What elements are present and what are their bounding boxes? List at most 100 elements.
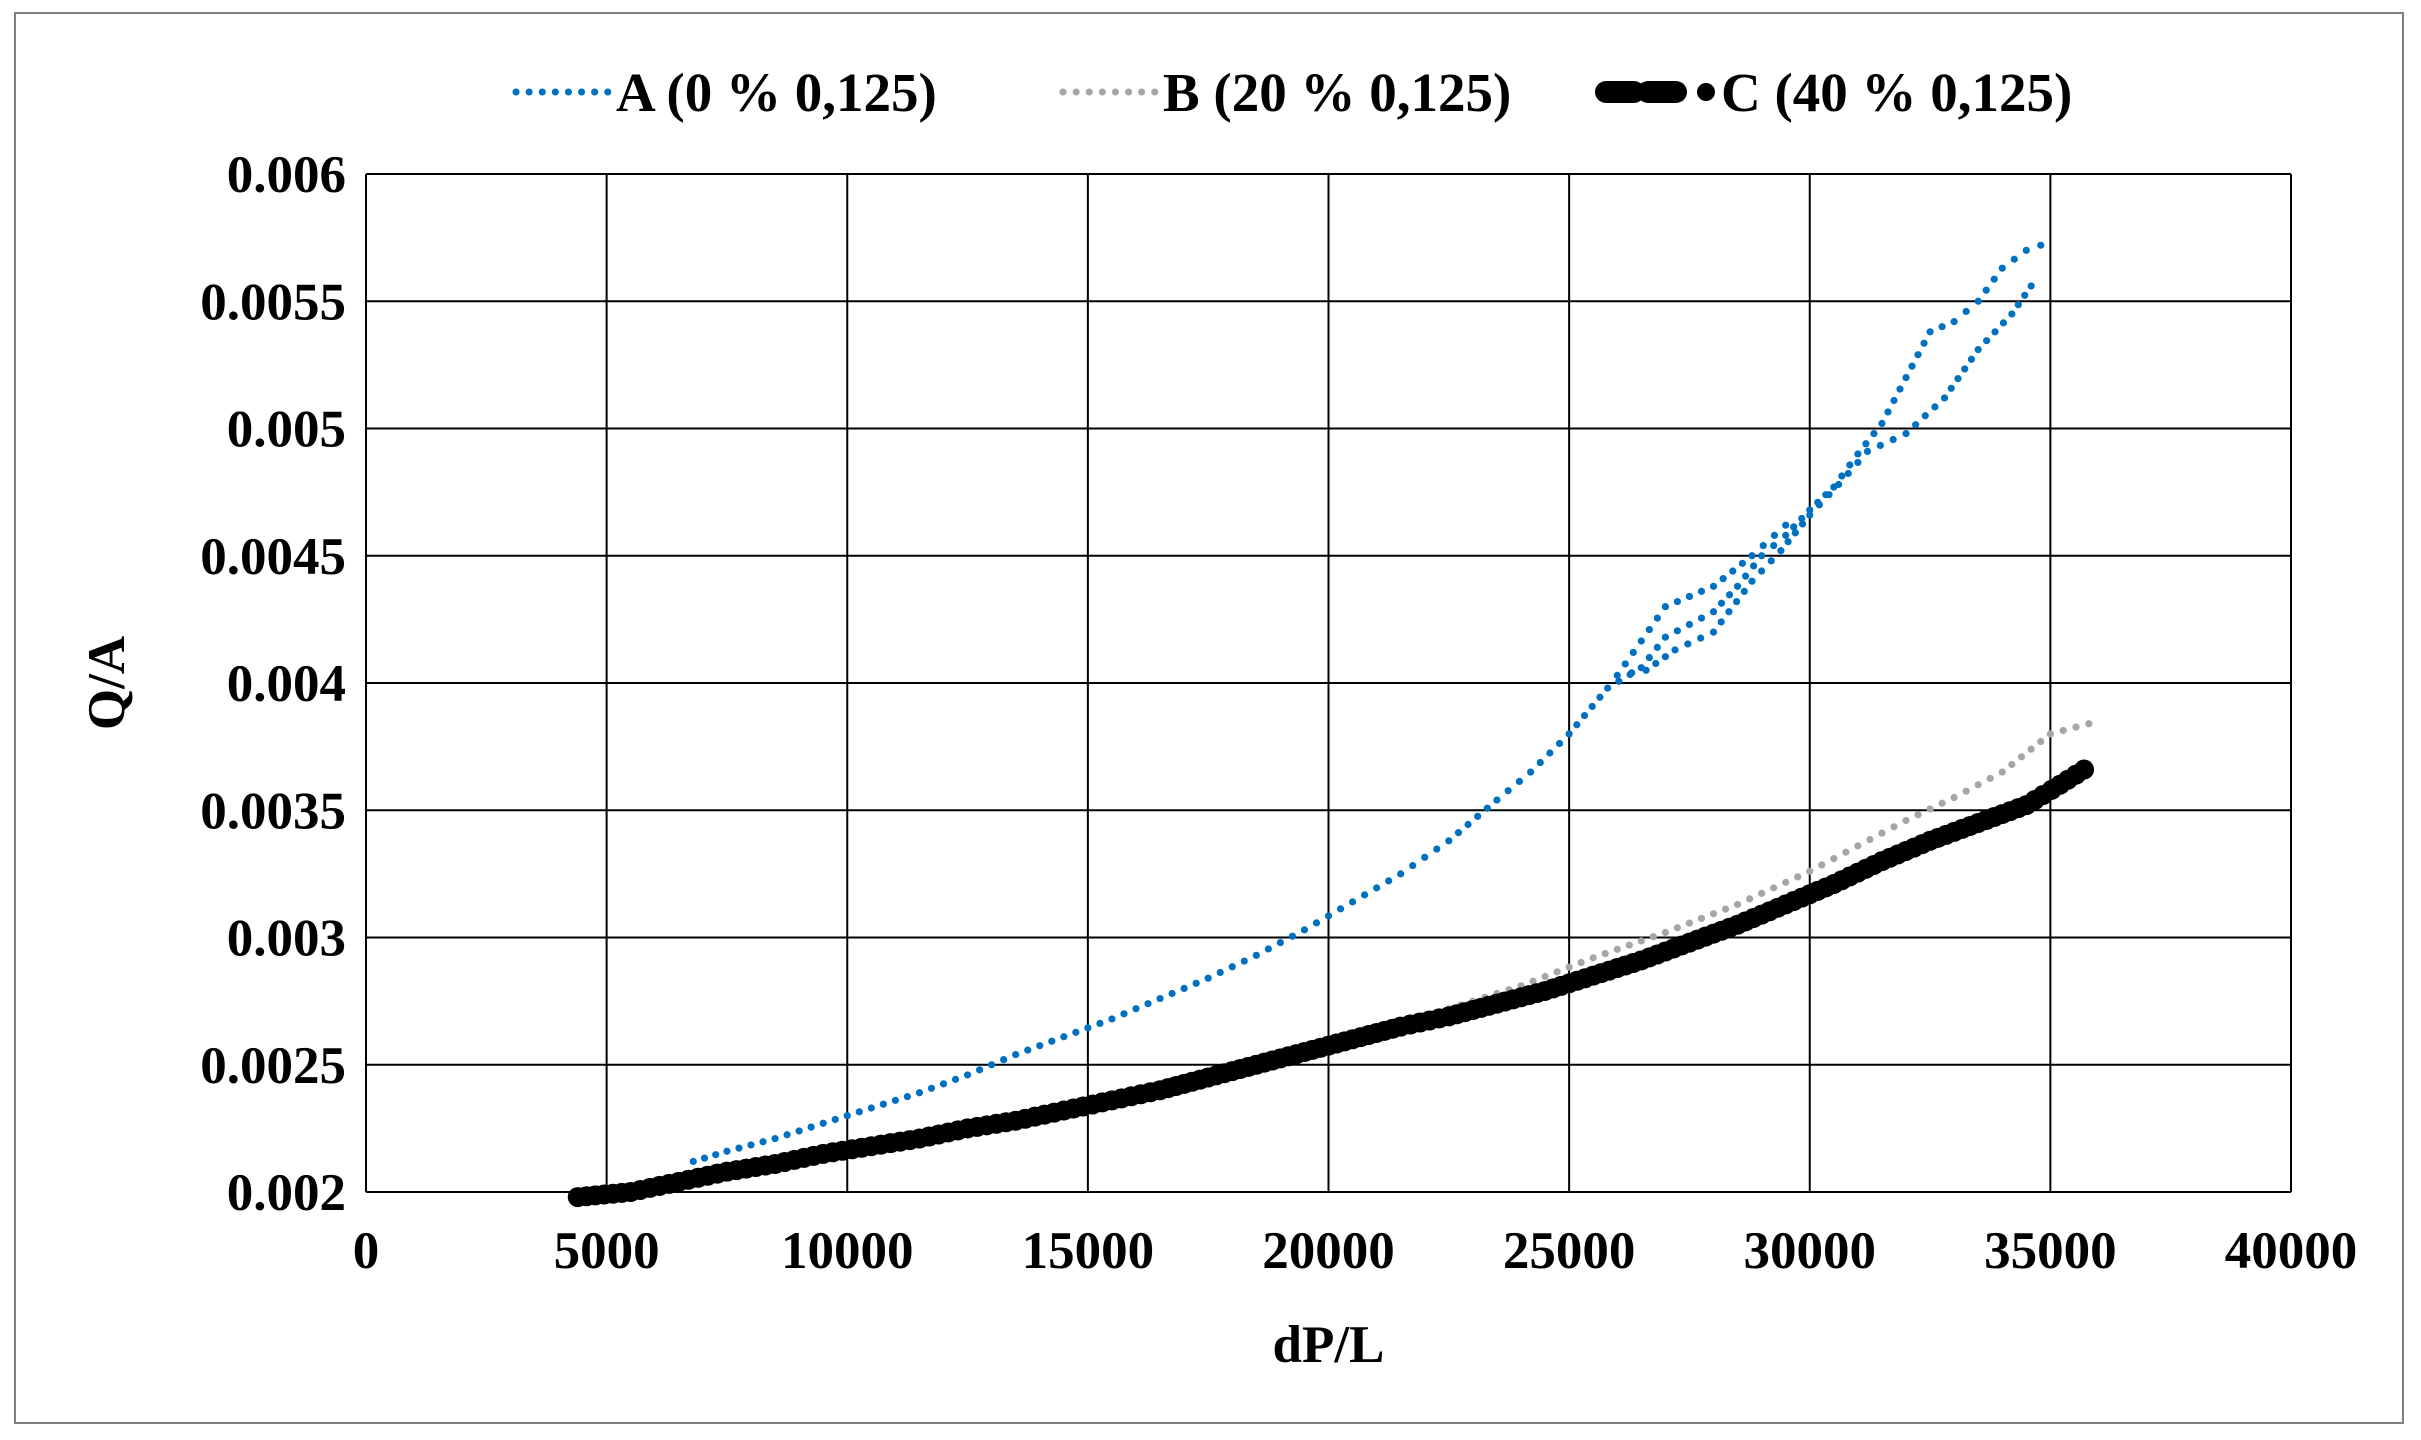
data-point [1645,625,1653,634]
data-point [1671,646,1679,654]
data-point [1024,1046,1032,1054]
data-point [1709,608,1718,616]
grid-lines [365,173,2292,1193]
data-point [1454,829,1463,837]
data-point [747,1141,755,1149]
data-point [1445,837,1453,845]
data-point [1709,628,1718,636]
data-point [700,1154,709,1162]
data-point [1721,905,1730,913]
data-point [1565,730,1573,738]
data-point [1974,346,1982,354]
data-point [1697,634,1705,642]
data-point [1870,429,1878,438]
data-point [1144,1000,1152,1008]
data-point [1613,945,1621,953]
data-point [2059,726,2067,735]
data-point [1767,557,1775,565]
data-point [1902,374,1910,382]
data-point [1962,787,1970,795]
data-point [723,1147,731,1155]
data-point [1876,441,1884,450]
data-point [891,1096,899,1104]
data-point [1983,337,1991,345]
data-point [1931,403,1939,411]
data-point [1673,627,1682,635]
data-point [2037,737,2045,746]
data-point [1474,812,1482,820]
data-point [1684,640,1692,648]
data-point [795,1127,803,1135]
x-tick-label: 15000 [1022,1222,1155,1280]
data-point [1204,974,1212,982]
data-point [1806,511,1814,519]
data-point [1878,829,1886,837]
data-point [831,1115,839,1124]
data-point [1504,787,1512,795]
legend-item-2: C (40 % 0,125) [1595,62,2072,123]
data-point [1947,384,1955,392]
data-point [1798,514,1806,523]
data-point [1912,421,1920,429]
data-point [867,1104,875,1112]
data-point [1961,365,1969,373]
data-point [1954,375,1962,383]
legend-item-1: B (20 % 0,125) [1059,62,1511,123]
data-point [1758,889,1766,897]
data-point [951,1075,960,1083]
data-point [1527,768,1535,776]
data-point [1649,933,1657,941]
series-1-main [578,720,2093,1201]
data-point [1596,693,1604,701]
data-point [1890,396,1898,405]
data-point [1601,950,1609,958]
data-point [879,1100,887,1108]
data-point [1725,591,1734,599]
data-point [1536,758,1544,767]
data-point [1990,275,1998,283]
data-point [1926,805,1934,813]
data-point [1360,891,1369,899]
data-point [1120,1010,1128,1018]
data-point [1604,684,1612,692]
data-point [1717,599,1726,607]
data-point [1998,264,2006,272]
data-point [1940,394,1949,402]
data-point [1950,793,1958,802]
data-point [1060,1033,1068,1041]
data-point [1336,905,1345,913]
data-point [1709,582,1718,590]
data-point [2085,720,2093,728]
data-point [1625,941,1633,949]
data-point [1546,749,1554,757]
data-point [1661,653,1669,661]
data-point [1974,781,1982,789]
scatter-chart: 0.002 0.0025 0.003 0.0035 0.004 0.0045 0.005 0.… [78,62,2358,1374]
data-point [1409,862,1417,870]
data-point [1645,653,1653,662]
series-0-return [1613,282,2035,679]
data-point [1999,319,2008,327]
data-point [1818,861,1826,869]
data-point [1464,820,1472,829]
data-point [1889,435,1897,444]
data-point [1529,977,1537,985]
data-point [1790,523,1798,531]
x-tick-label: 40000 [2225,1222,2358,1280]
data-point [1986,774,1994,783]
data-point [1719,575,1727,583]
data-point [1863,447,1872,456]
data-point [1629,648,1637,657]
data-point [1938,799,1946,807]
y-tick-label: 0.003 [227,910,346,968]
data-point [1733,900,1742,909]
data-point [2027,745,2035,753]
data-point [1108,1015,1116,1023]
data-point [1276,938,1284,947]
data-point [1685,592,1694,601]
data-point [2072,723,2080,731]
data-point [1878,419,1886,428]
data-point [1890,823,1898,831]
data-point [1697,614,1706,622]
data-point [1541,972,1549,981]
